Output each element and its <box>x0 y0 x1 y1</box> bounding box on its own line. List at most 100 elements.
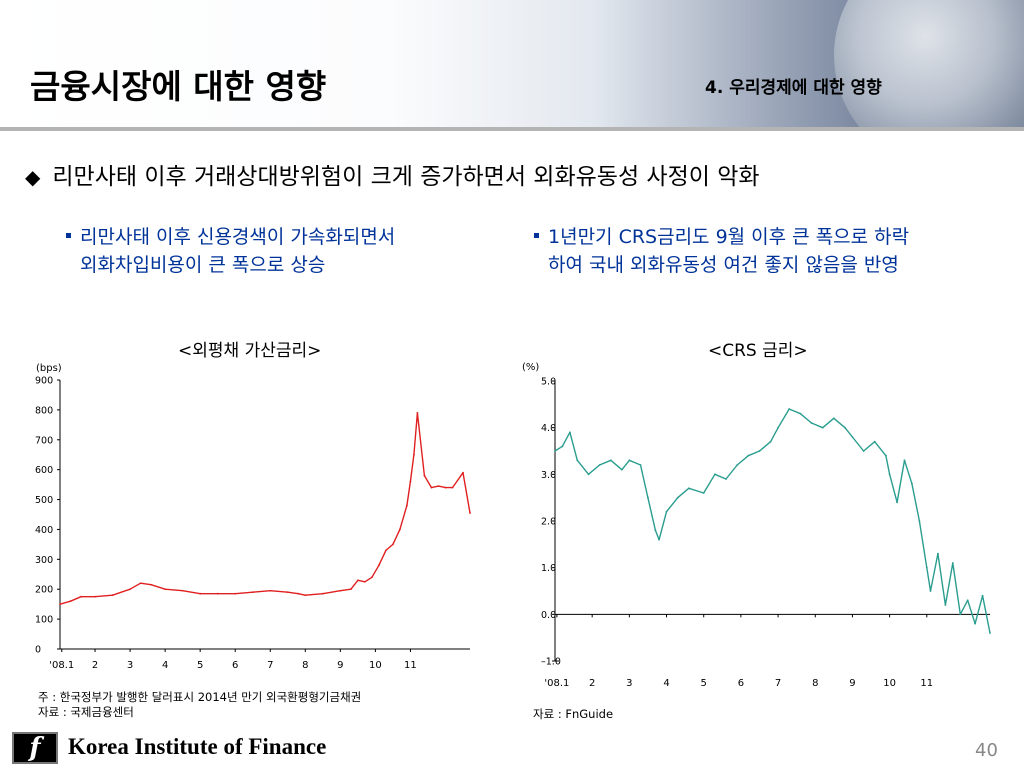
data-point <box>862 450 865 452</box>
y-tick-label: 900 <box>35 376 53 387</box>
y-tick-label: 400 <box>35 525 53 536</box>
data-point <box>647 496 649 499</box>
y-tick-label: 300 <box>35 555 53 566</box>
series-line <box>554 408 991 634</box>
y-tick-label: 0 <box>35 645 41 656</box>
x-tick-label: 5 <box>197 660 203 671</box>
data-point <box>628 459 631 462</box>
data-point <box>423 474 426 477</box>
x-tick-label: 5 <box>701 678 707 689</box>
x-tick-label: 9 <box>337 660 343 671</box>
data-point <box>129 588 131 591</box>
data-point <box>937 552 939 555</box>
sub-bullet-right-line-2: 하여 국내 외화유동성 여건 좋지 않음을 반영 <box>548 254 899 276</box>
data-point <box>251 591 254 594</box>
note-left-line-2: 자료 : 국제금융센터 <box>38 705 134 719</box>
x-tick-label: 2 <box>589 678 595 689</box>
y-tick-label: 600 <box>35 465 53 476</box>
data-point <box>687 487 690 490</box>
x-tick-label: '08.1 <box>544 678 569 689</box>
diamond-bullet-icon: ◆ <box>25 165 41 189</box>
data-point <box>430 486 433 489</box>
page-number: 40 <box>975 740 998 761</box>
x-tick-label: 11 <box>404 660 417 671</box>
chart-0: (bps) 0 100 200 300 400 500 600 700 800 900 '08.1 2 3… <box>35 363 471 671</box>
header-banner <box>0 0 1024 131</box>
data-point <box>451 486 454 489</box>
data-point <box>94 595 96 598</box>
square-bullet-icon <box>534 233 539 238</box>
data-point <box>981 594 984 597</box>
y-tick-label: 500 <box>35 495 53 506</box>
data-point <box>576 459 579 462</box>
data-point <box>416 411 419 414</box>
data-point <box>216 592 219 595</box>
data-point <box>944 604 947 606</box>
data-point <box>111 594 114 597</box>
chart-title-spread: <외평채 가산금리> <box>178 341 322 361</box>
data-point <box>951 562 954 564</box>
data-point <box>665 510 668 513</box>
sub-bullet-right-line-1: 1년만기 CRS금리도 9월 이후 큰 폭으로 하락 <box>548 226 910 248</box>
x-tick-label: 2 <box>92 660 98 671</box>
data-point <box>437 485 440 488</box>
y-tick-label: 700 <box>35 435 53 446</box>
data-point <box>654 529 657 532</box>
chart-title-crs: <CRS 금리> <box>708 341 808 361</box>
data-point <box>621 468 623 471</box>
data-point <box>925 566 928 569</box>
data-point <box>462 471 464 474</box>
x-tick-label: 7 <box>775 678 781 689</box>
data-point <box>181 589 184 592</box>
data-point <box>164 588 167 591</box>
unit-label: (%) <box>522 362 539 373</box>
y-tick-label: 1.0 <box>541 563 556 574</box>
data-point <box>747 454 750 457</box>
data-point <box>736 464 739 466</box>
kif-logo: f <box>12 732 58 764</box>
data-point <box>966 599 969 602</box>
note-left-line-1: 주 : 한국정부가 발행한 달러표시 2014년 만기 외국환평형기금채권 <box>38 690 362 704</box>
data-point <box>598 464 601 466</box>
section-label: 4. 우리경제에 대한 영향 <box>705 78 882 98</box>
footer-org-name: Korea Institute of Finance <box>68 734 327 759</box>
x-tick-label: 9 <box>849 678 855 689</box>
data-point <box>896 501 898 504</box>
x-tick-label: 10 <box>369 660 382 671</box>
data-point <box>884 454 887 457</box>
x-tick-label: 4 <box>663 678 669 689</box>
data-point <box>639 464 642 466</box>
data-point <box>587 473 590 476</box>
data-point <box>413 453 415 456</box>
main-bullet: ◆ 리만사태 이후 거래상대방위험이 크게 증가하면서 외화유동성 사정이 악화 <box>25 157 760 191</box>
slide-title: 금융시장에 대한 영향 <box>30 67 327 106</box>
data-point <box>777 426 779 429</box>
data-point <box>658 538 661 541</box>
data-point <box>903 459 906 462</box>
square-bullet-icon <box>66 233 71 238</box>
y-tick-label: 200 <box>35 585 53 596</box>
data-point <box>59 603 61 606</box>
data-point <box>888 473 891 476</box>
x-tick-label: 6 <box>738 678 744 689</box>
data-point <box>989 632 991 634</box>
data-point <box>349 588 352 591</box>
data-point <box>810 422 813 424</box>
data-point <box>702 492 705 494</box>
data-point <box>758 450 761 452</box>
x-tick-label: 10 <box>883 678 896 689</box>
header-divider <box>0 127 1024 131</box>
data-point <box>676 496 679 499</box>
data-point <box>821 426 824 429</box>
data-point <box>769 440 772 443</box>
data-point <box>568 431 571 434</box>
data-point <box>384 549 387 552</box>
unit-label: (bps) <box>36 363 62 374</box>
data-point <box>554 450 556 452</box>
data-point <box>269 589 272 592</box>
data-point <box>199 592 202 595</box>
data-point <box>363 580 366 583</box>
data-point <box>286 591 289 594</box>
y-tick-label: 4.0 <box>541 423 556 434</box>
sub-bullet-left-line-1: 리만사태 이후 신용경색이 가속화되면서 <box>80 226 396 248</box>
